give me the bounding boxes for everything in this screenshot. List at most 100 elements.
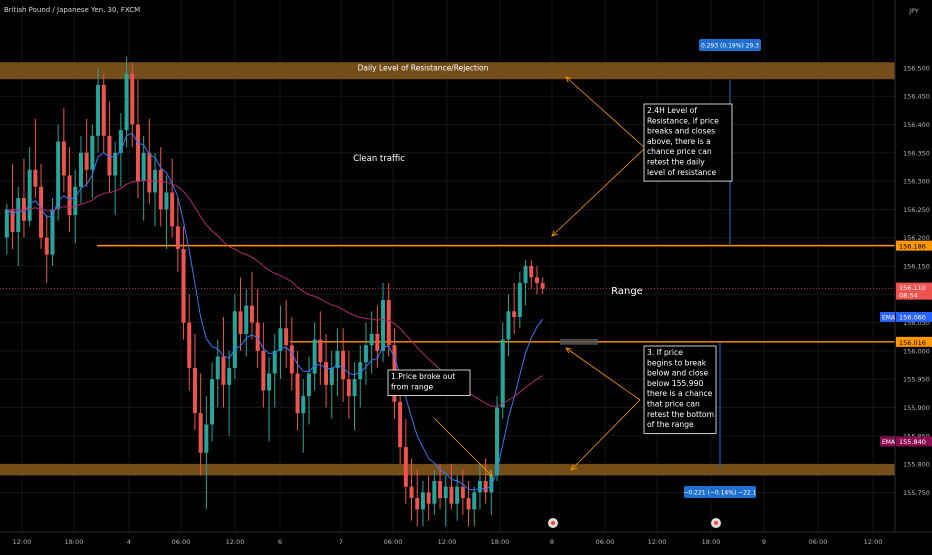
candle-body[interactable] [477, 481, 482, 493]
candle-body[interactable] [113, 152, 118, 176]
candle-body[interactable] [460, 486, 465, 499]
candle-body[interactable] [409, 486, 414, 499]
candle-body[interactable] [221, 356, 226, 385]
candle-body[interactable] [90, 135, 95, 170]
zone-band[interactable] [0, 62, 895, 80]
candle-body[interactable] [432, 481, 437, 504]
candle-body[interactable] [466, 498, 471, 510]
candle-body[interactable] [124, 73, 129, 131]
candle-body[interactable] [483, 481, 488, 493]
candle-body[interactable] [278, 328, 283, 351]
candle-body[interactable] [192, 367, 197, 414]
candle-body[interactable] [381, 299, 386, 351]
candle-body[interactable] [318, 339, 323, 363]
candle-body[interactable] [438, 481, 443, 499]
ema-fast-line[interactable] [6, 132, 544, 491]
candle-body[interactable] [39, 186, 44, 238]
candle-body[interactable] [420, 492, 425, 510]
candle-body[interactable] [375, 333, 380, 351]
candle-body[interactable] [506, 311, 511, 340]
candle-body[interactable] [512, 311, 517, 317]
candle-body[interactable] [306, 373, 311, 397]
candle-body[interactable] [141, 152, 146, 182]
candle-body[interactable] [426, 492, 431, 504]
candle-body[interactable] [135, 124, 140, 182]
candle-body[interactable] [204, 424, 209, 453]
candle-body[interactable] [267, 373, 272, 391]
candle-body[interactable] [147, 152, 152, 193]
candle-body[interactable] [295, 373, 300, 414]
candle-body[interactable] [44, 237, 49, 255]
candle-body[interactable] [386, 299, 391, 346]
candle-body[interactable] [84, 152, 89, 170]
candle-body[interactable] [27, 169, 32, 221]
candle-body[interactable] [210, 379, 215, 425]
candle-body[interactable] [369, 333, 374, 346]
candle-body[interactable] [73, 186, 78, 216]
candle-body[interactable] [415, 498, 420, 510]
candle-body[interactable] [312, 339, 317, 374]
price-axis[interactable]: JPY 155.750 155.800 155.850 155.900 155.950 15… [880, 0, 932, 550]
candle-body[interactable] [358, 362, 363, 380]
candle-body[interactable] [249, 305, 254, 323]
candle-body[interactable] [78, 152, 83, 187]
candle-body[interactable] [33, 169, 38, 187]
candle-body[interactable] [289, 345, 294, 374]
candle-body[interactable] [4, 209, 9, 238]
candle-body[interactable] [517, 282, 522, 317]
candle-body[interactable] [50, 209, 55, 255]
time-axis[interactable]: 12:00 18:00 4 06:00 12:00 6 7 06:00 12:00 18:00 8 0… [0, 518, 932, 550]
candle-body[interactable] [346, 379, 351, 397]
candle-body[interactable] [232, 311, 237, 368]
candle-body[interactable] [534, 277, 539, 283]
candle-body[interactable] [489, 475, 494, 493]
candle-body[interactable] [175, 226, 180, 250]
candle-body[interactable] [261, 350, 266, 391]
candle-body[interactable] [10, 209, 15, 233]
candle-body[interactable] [21, 198, 26, 221]
candle-body[interactable] [449, 486, 454, 504]
candle-body[interactable] [301, 396, 306, 414]
candle-body[interactable] [67, 175, 72, 216]
candle-body[interactable] [16, 198, 21, 233]
candle-body[interactable] [181, 249, 186, 323]
candle-body[interactable] [529, 266, 534, 278]
candle-body[interactable] [363, 345, 368, 363]
candle-body[interactable] [324, 362, 329, 385]
candle-body[interactable] [500, 339, 505, 408]
candle-body[interactable] [158, 169, 163, 210]
candle-body[interactable] [164, 192, 169, 210]
candle-body[interactable] [329, 367, 334, 385]
note-breakout-box[interactable] [387, 369, 471, 397]
candle-body[interactable] [255, 322, 260, 351]
candle-body[interactable] [523, 266, 528, 283]
candle-body[interactable] [495, 407, 500, 476]
candle-body[interactable] [403, 447, 408, 487]
candle-body[interactable] [101, 84, 106, 136]
candle-body[interactable] [61, 141, 66, 176]
candle-body[interactable] [455, 486, 460, 504]
candle-body[interactable] [472, 492, 477, 510]
candle-body[interactable] [118, 130, 123, 153]
candle-body[interactable] [56, 141, 61, 210]
candle-body[interactable] [540, 282, 545, 289]
candle-body[interactable] [96, 84, 101, 136]
candle-body[interactable] [215, 356, 220, 380]
candle-body[interactable] [443, 486, 448, 499]
candle-body[interactable] [244, 305, 249, 334]
zone-band[interactable] [0, 464, 895, 476]
note-resistance-box[interactable] [643, 103, 733, 182]
candle-body[interactable] [335, 350, 340, 368]
candle-body[interactable] [198, 413, 203, 453]
candle-body[interactable] [272, 350, 277, 374]
candle-body[interactable] [284, 328, 289, 346]
candle-body[interactable] [107, 135, 112, 176]
candle-body[interactable] [187, 322, 192, 368]
candle-body[interactable] [238, 311, 243, 334]
candle-body[interactable] [227, 367, 232, 385]
candle-body[interactable] [170, 192, 175, 227]
candle-body[interactable] [398, 401, 403, 448]
candle-body[interactable] [130, 73, 135, 125]
candle-body[interactable] [341, 350, 346, 380]
